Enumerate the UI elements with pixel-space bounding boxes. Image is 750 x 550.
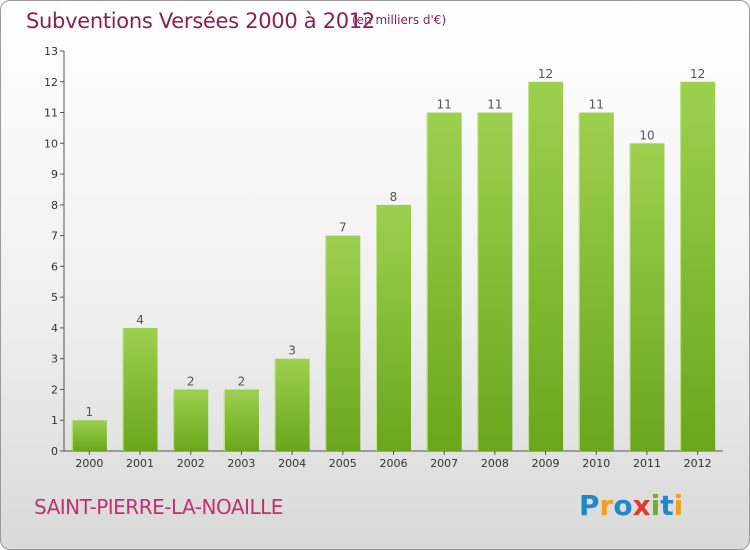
x-tick-label: 2002 bbox=[177, 457, 205, 470]
bar bbox=[477, 112, 513, 452]
bar bbox=[274, 358, 310, 451]
bar bbox=[528, 81, 564, 452]
bar-value-label: 12 bbox=[690, 67, 705, 81]
logo-letter: i bbox=[673, 489, 684, 522]
x-tick-label: 2005 bbox=[329, 457, 357, 470]
chart-title: Subventions Versées 2000 à 2012 bbox=[26, 9, 375, 33]
x-tick-label: 2008 bbox=[481, 457, 509, 470]
bar-value-label: 4 bbox=[136, 313, 144, 327]
logo-letter: r bbox=[599, 489, 614, 522]
commune-name: SAINT-PIERRE-LA-NOAILLE bbox=[34, 495, 283, 519]
bar-value-label: 11 bbox=[589, 98, 604, 112]
bar-value-label: 2 bbox=[238, 374, 246, 388]
y-tick-label: 11 bbox=[44, 107, 58, 120]
x-tick-label: 2006 bbox=[380, 457, 408, 470]
x-tick-label: 2003 bbox=[227, 457, 255, 470]
x-tick-label: 2011 bbox=[633, 457, 661, 470]
x-tick-label: 2007 bbox=[430, 457, 458, 470]
bar bbox=[122, 327, 158, 451]
bar bbox=[426, 112, 462, 452]
y-tick-label: 10 bbox=[44, 137, 58, 150]
logo-letter: x bbox=[632, 489, 651, 522]
bar-value-label: 3 bbox=[288, 344, 296, 358]
bar bbox=[173, 389, 209, 451]
bar-value-label: 8 bbox=[390, 190, 398, 204]
logo-letter: o bbox=[613, 489, 633, 522]
bar-value-label: 1 bbox=[86, 405, 94, 419]
x-tick-label: 2000 bbox=[75, 457, 103, 470]
bar-value-label: 10 bbox=[639, 128, 654, 142]
y-tick-label: 12 bbox=[44, 76, 58, 89]
y-tick-label: 9 bbox=[51, 168, 58, 181]
bar bbox=[223, 389, 259, 451]
logo-letter: P bbox=[579, 489, 600, 522]
bar bbox=[629, 143, 665, 452]
y-tick-label: 4 bbox=[51, 322, 58, 335]
x-tick-label: 2009 bbox=[532, 457, 560, 470]
y-tick-label: 13 bbox=[44, 45, 58, 58]
bar bbox=[578, 112, 614, 452]
bar bbox=[71, 420, 107, 451]
bar-value-label: 7 bbox=[339, 221, 347, 235]
bar-value-label: 11 bbox=[487, 98, 502, 112]
bar bbox=[376, 204, 411, 451]
bar-value-label: 12 bbox=[538, 67, 553, 81]
y-tick-label: 1 bbox=[51, 414, 58, 427]
bar bbox=[325, 235, 361, 451]
proxiti-logo: Proxiti bbox=[579, 489, 683, 522]
y-tick-label: 3 bbox=[51, 353, 58, 366]
chart-bars bbox=[71, 81, 716, 452]
y-tick-label: 7 bbox=[51, 230, 58, 243]
chart-subtitle: (en milliers d'€) bbox=[352, 13, 447, 27]
x-tick-label: 2012 bbox=[684, 457, 712, 470]
x-tick-label: 2004 bbox=[278, 457, 306, 470]
x-tick-label: 2010 bbox=[582, 457, 610, 470]
y-tick-label: 8 bbox=[51, 199, 58, 212]
y-tick-label: 6 bbox=[51, 260, 58, 273]
logo-letter: i bbox=[650, 489, 661, 522]
chart-labels: 2000 1 2001 4 2002 2 2003 2 2004 3 2005 7 2006 8 2007 1… bbox=[75, 67, 711, 470]
bar-value-label: 2 bbox=[187, 374, 195, 388]
y-tick-label: 2 bbox=[51, 383, 58, 396]
x-tick-label: 2001 bbox=[126, 457, 154, 470]
logo-letter: t bbox=[660, 489, 674, 522]
y-tick-label: 0 bbox=[51, 445, 58, 458]
bar-value-label: 11 bbox=[437, 98, 452, 112]
y-tick-label: 5 bbox=[51, 291, 58, 304]
bar bbox=[680, 81, 716, 452]
